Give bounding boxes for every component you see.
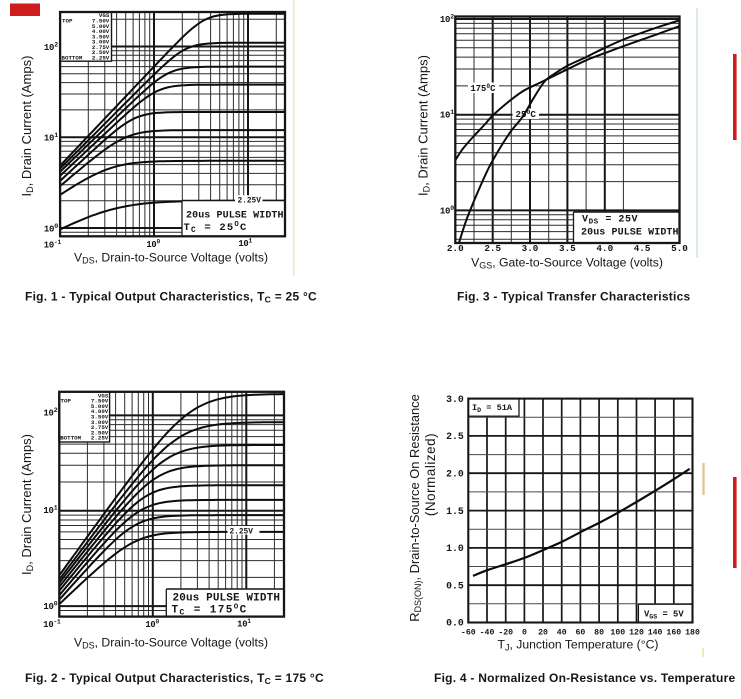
svg-text:2.25V: 2.25V [230, 529, 254, 537]
svg-text:2.50V: 2.50V [92, 49, 110, 56]
svg-text:2.25V: 2.25V [238, 197, 262, 205]
svg-text:102: 102 [44, 41, 58, 53]
svg-text:VGS: VGS [99, 12, 110, 19]
svg-text:ID = 51A: ID = 51A [472, 403, 513, 414]
svg-text:ID, Drain Current (Amps): ID, Drain Current (Amps) [416, 55, 432, 196]
svg-text:5.00V: 5.00V [91, 403, 109, 410]
svg-text:Fig. 3 - Typical Transfer Char: Fig. 3 - Typical Transfer Characteristic… [457, 290, 691, 304]
svg-text:4.00V: 4.00V [92, 28, 110, 35]
svg-text:100: 100 [44, 223, 58, 235]
svg-text:3.0: 3.0 [446, 394, 464, 405]
svg-text:4.00V: 4.00V [91, 408, 109, 415]
svg-text:VDS, Drain-to-Source Voltage (: VDS, Drain-to-Source Voltage (volts) [74, 251, 268, 266]
svg-text:3.50V: 3.50V [91, 414, 109, 421]
svg-text:101: 101 [238, 237, 252, 249]
svg-text:VGS, Gate-to-Source Voltage (v: VGS, Gate-to-Source Voltage (volts) [471, 256, 663, 271]
svg-text:2.0: 2.0 [447, 243, 464, 254]
svg-text:4.0: 4.0 [596, 243, 613, 254]
svg-text:100: 100 [440, 205, 454, 217]
svg-text:TC = 175OC: TC = 175OC [172, 604, 248, 618]
svg-text:120: 120 [629, 629, 644, 638]
svg-text:0.0: 0.0 [446, 618, 464, 629]
svg-text:3.00V: 3.00V [92, 39, 110, 46]
svg-text:TJ, Junction Temperature (°C): TJ, Junction Temperature (°C) [498, 638, 659, 653]
svg-text:20us PULSE WIDTH: 20us PULSE WIDTH [173, 593, 281, 605]
svg-text:1750C: 1750C [471, 83, 497, 94]
svg-text:20us PULSE WIDTH: 20us PULSE WIDTH [581, 228, 679, 239]
svg-text:5.0: 5.0 [671, 243, 688, 254]
svg-text:2.25V: 2.25V [91, 435, 109, 442]
svg-text:ID, Drain Current (Amps): ID, Drain Current (Amps) [19, 56, 35, 197]
svg-text:100: 100 [610, 629, 625, 638]
svg-text:100: 100 [145, 618, 159, 630]
svg-text:Fig. 1 - Typical Output Charac: Fig. 1 - Typical Output Characteristics,… [25, 290, 317, 305]
svg-text:140: 140 [648, 629, 663, 638]
svg-text:20us PULSE WIDTH: 20us PULSE WIDTH [186, 211, 284, 222]
svg-text:2.75V: 2.75V [92, 44, 110, 51]
svg-text:2.25V: 2.25V [92, 54, 110, 61]
svg-text:Fig. 4 - Normalized On-Resista: Fig. 4 - Normalized On-Resistance vs. Te… [434, 671, 736, 685]
svg-text:2.75V: 2.75V [91, 424, 109, 431]
svg-text:7.50V: 7.50V [91, 398, 109, 405]
svg-text:20: 20 [538, 629, 548, 638]
svg-text:3.00V: 3.00V [91, 419, 109, 426]
svg-text:0.5: 0.5 [446, 580, 464, 591]
svg-text:BOTTOM: BOTTOM [60, 435, 81, 442]
svg-text:101: 101 [43, 504, 57, 516]
svg-text:VGS = 5V: VGS = 5V [644, 610, 684, 621]
svg-text:VGS: VGS [98, 392, 109, 399]
svg-text:3.0: 3.0 [522, 243, 539, 254]
svg-text:80: 80 [594, 629, 604, 638]
svg-text:2.50V: 2.50V [91, 429, 109, 436]
svg-text:100: 100 [146, 238, 160, 250]
svg-text:-40: -40 [480, 629, 495, 638]
svg-text:Fig. 2 - Typical Output Charac: Fig. 2 - Typical Output Characteristics,… [25, 671, 324, 686]
svg-text:1.5: 1.5 [446, 506, 464, 517]
svg-text:TOP: TOP [62, 18, 73, 25]
svg-text:2.0: 2.0 [446, 468, 464, 479]
svg-text:160: 160 [666, 629, 681, 638]
svg-text:10-1: 10-1 [44, 239, 62, 251]
svg-text:102: 102 [43, 407, 57, 419]
svg-text:TC = 25OC: TC = 25OC [184, 221, 248, 235]
svg-text:40: 40 [557, 629, 567, 638]
svg-text:250C: 250C [516, 109, 537, 120]
svg-text:4.5: 4.5 [634, 243, 651, 254]
svg-text:101: 101 [237, 618, 251, 630]
svg-text:102: 102 [440, 13, 454, 25]
svg-text:TOP: TOP [61, 398, 72, 405]
svg-text:BOTTOM: BOTTOM [62, 54, 83, 61]
svg-text:180: 180 [685, 629, 700, 638]
svg-text:3.50V: 3.50V [92, 33, 110, 40]
svg-text:10-1: 10-1 [43, 618, 61, 630]
svg-text:ID, Drain Current (Amps): ID, Drain Current (Amps) [19, 434, 35, 575]
svg-text:101: 101 [44, 132, 58, 144]
svg-text:101: 101 [440, 109, 454, 121]
svg-text:RDS(ON), Drain-to-Source On Re: RDS(ON), Drain-to-Source On Resistance [407, 394, 423, 622]
svg-text:VDS, Drain-to-Source Voltage (: VDS, Drain-to-Source Voltage (volts) [74, 636, 268, 651]
svg-text:0: 0 [522, 629, 527, 638]
svg-text:-60: -60 [461, 629, 476, 638]
svg-text:100: 100 [43, 600, 57, 612]
svg-text:1.0: 1.0 [446, 543, 464, 554]
svg-text:2.5: 2.5 [446, 431, 464, 442]
svg-text:(Normalized): (Normalized) [423, 433, 438, 516]
svg-text:5.00V: 5.00V [92, 23, 110, 30]
svg-text:60: 60 [575, 629, 585, 638]
svg-text:3.5: 3.5 [559, 243, 576, 254]
svg-text:-20: -20 [498, 629, 513, 638]
svg-text:2.5: 2.5 [484, 243, 501, 254]
svg-text:7.50V: 7.50V [92, 18, 110, 25]
